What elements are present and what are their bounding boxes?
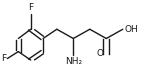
Text: NH₂: NH₂ [65, 57, 82, 66]
Text: F: F [1, 54, 6, 63]
Text: OH: OH [124, 25, 138, 34]
Text: F: F [28, 3, 33, 12]
Text: O: O [97, 49, 103, 58]
